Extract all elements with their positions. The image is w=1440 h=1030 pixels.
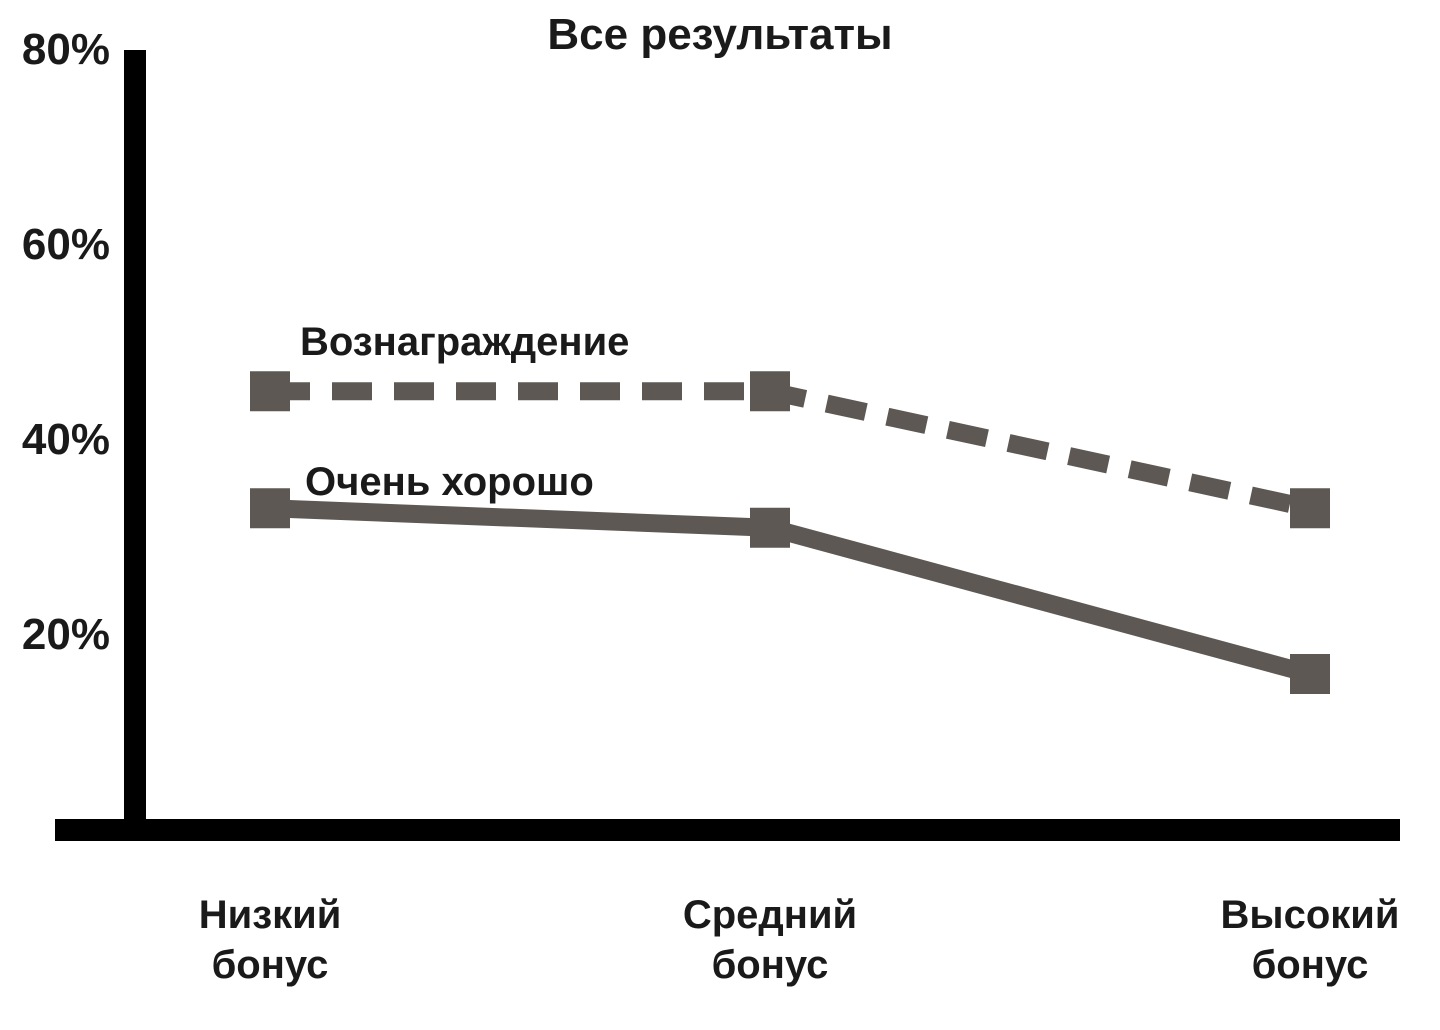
chart-plot-area (0, 0, 1440, 1030)
y-tick-label: 80% (22, 25, 110, 75)
y-tick-label: 60% (22, 220, 110, 270)
y-tick-label: 20% (22, 610, 110, 660)
series-label-очень-хорошо: Очень хорошо (305, 460, 594, 505)
y-tick-label: 40% (22, 415, 110, 465)
x-tick-label: Низкий бонус (199, 890, 342, 990)
series-label-вознаграждение: Вознаграждение (300, 320, 629, 365)
x-tick-label: Средний бонус (683, 890, 857, 990)
results-chart: Все результаты 20%40%60%80%Низкий бонусС… (0, 0, 1440, 1030)
x-tick-label: Высокий бонус (1221, 890, 1400, 990)
